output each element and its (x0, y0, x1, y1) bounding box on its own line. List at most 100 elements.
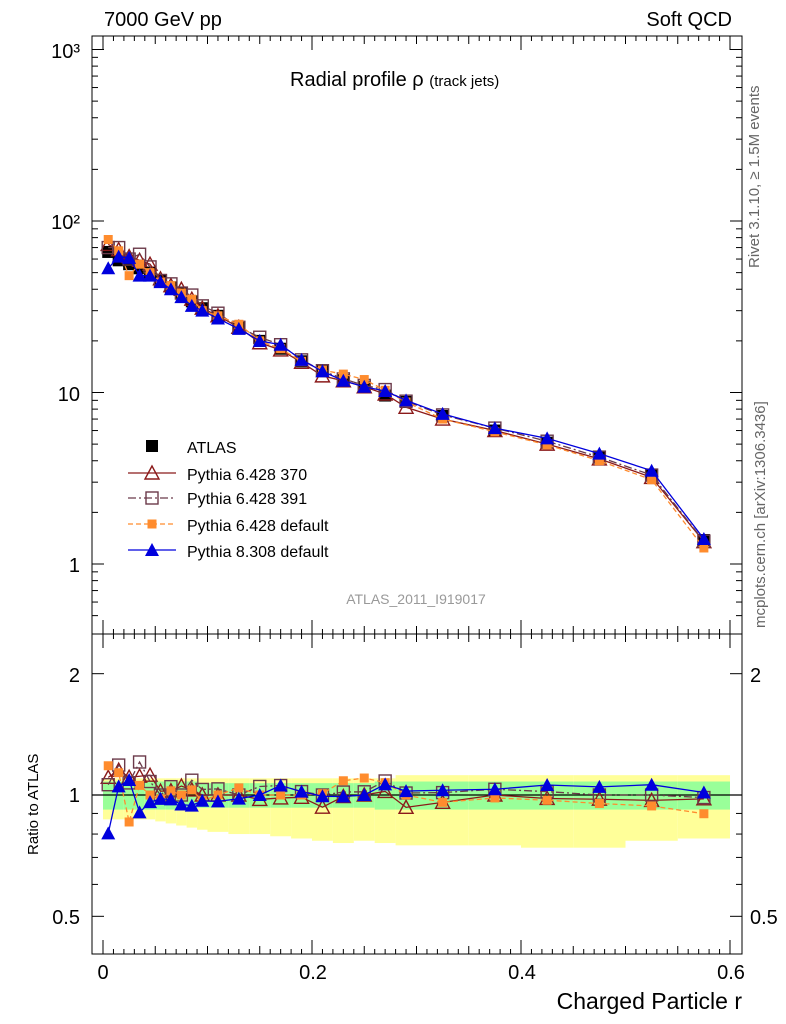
data-point (294, 352, 309, 366)
ratio-point (315, 789, 330, 803)
ratio-point (103, 761, 113, 771)
legend-symbol (145, 543, 159, 556)
ratio-point (252, 788, 267, 801)
data-point (594, 456, 604, 466)
ratio-point (314, 798, 331, 814)
ratio-point (397, 798, 415, 815)
x-tick-label-0.4: 0.4 (508, 962, 536, 984)
ratio-y-tick-label-2: 2 (69, 665, 80, 687)
legend-entry-pythia6-default: Pythia 6.428 default (128, 518, 329, 535)
legend-entry-atlas: ATLAS (146, 440, 237, 457)
ratio-line (107, 760, 704, 799)
ratio-point (359, 773, 369, 783)
x-tick-label-0: 0 (97, 962, 108, 984)
ratio-point (644, 777, 659, 791)
axes-ticks (92, 36, 742, 954)
data-point (647, 475, 657, 485)
ratio-point (378, 777, 393, 791)
ratio-point (101, 826, 116, 840)
x-tick-label-0.6: 0.6 (717, 962, 745, 984)
ratio-point (132, 805, 147, 819)
header-energy-label: 7000 GeV pp (104, 9, 222, 31)
legend-symbol (143, 464, 161, 480)
data-point (143, 268, 158, 282)
data-point (111, 249, 126, 263)
legend-entry-pythia8-default: Pythia 8.308 default (128, 543, 329, 561)
legend-label-pythia6-default: Pythia 6.428 default (187, 518, 329, 535)
legend-symbol (146, 440, 158, 452)
data-point (542, 440, 552, 450)
data-point (102, 245, 115, 258)
ratio-point (357, 788, 372, 801)
ratio-point (195, 793, 210, 807)
ratio-y-tick-label-0.5: 0.5 (52, 907, 80, 929)
main-y-tick-label-1: 1 (69, 555, 80, 577)
data-point (644, 463, 659, 477)
ratio-point (153, 791, 168, 805)
data-point (336, 373, 351, 387)
data-point (184, 298, 199, 312)
legend-entry-pythia6-391: Pythia 6.428 391 (128, 491, 307, 508)
data-point (195, 303, 210, 317)
ratio-point (696, 785, 711, 799)
ratio-series-group (100, 755, 713, 840)
ratio-point (176, 790, 186, 800)
ratio-point (487, 782, 502, 796)
ratio-y-axis-label: Ratio to ATLAS (25, 754, 42, 855)
ratio-point (231, 791, 246, 805)
legend-symbol (145, 491, 159, 505)
data-point (487, 421, 502, 435)
ratio-point (490, 793, 500, 803)
ratio-y-tick-label-1: 1 (69, 785, 80, 807)
data-point (135, 259, 145, 269)
data-point (124, 271, 134, 281)
ratio-point (594, 799, 604, 809)
legend-label-pythia6-391: Pythia 6.428 391 (187, 491, 307, 508)
data-point (132, 268, 147, 282)
ratio-point (273, 778, 288, 792)
x-axis-label: Charged Particle r (557, 988, 743, 1014)
ratio-point (166, 786, 176, 796)
data-point (359, 375, 369, 385)
ratio-line (107, 765, 704, 823)
data-point (378, 384, 393, 398)
legend-marker-atlas (146, 440, 158, 452)
ratio-line (107, 769, 704, 809)
ratio-point (435, 783, 450, 797)
ratio-point (135, 780, 145, 790)
ratio-point (399, 784, 414, 798)
ratio-point (114, 768, 124, 778)
analysis-id-label: ATLAS_2011_I919017 (346, 591, 486, 607)
ratio-point (592, 779, 607, 793)
legend-entry-pythia6-370: Pythia 6.428 370 (128, 464, 307, 484)
ratio-point (276, 790, 286, 800)
ratio-point (184, 798, 199, 812)
ratio-point (210, 794, 225, 808)
ratio-point (336, 789, 351, 803)
data-point (592, 446, 607, 460)
ratio-y-tick-label-right-2: 2 (750, 665, 761, 687)
chart-title: Radial profile ρ (track jets) (290, 69, 499, 91)
ratio-point (122, 773, 137, 787)
ratio-point (294, 784, 309, 798)
data-point (315, 364, 330, 378)
legend-marker-pythia6-370 (128, 464, 176, 480)
data-point (103, 235, 113, 245)
legend: ATLAS Pythia 6.428 370 Pythia 6.428 391 … (128, 440, 329, 561)
data-point (273, 337, 288, 351)
data-point (696, 531, 711, 545)
ratio-point (438, 797, 448, 807)
ratio-point (540, 777, 555, 791)
ratio-point (647, 801, 657, 811)
data-point (252, 333, 267, 347)
legend-label-atlas: ATLAS (187, 440, 237, 457)
data-point (174, 290, 189, 304)
chart-title-suffix: (track jets) (429, 73, 499, 90)
data-point (540, 431, 555, 445)
ratio-point (234, 783, 244, 793)
x-tick-label-0.2: 0.2 (299, 962, 327, 984)
data-point (153, 275, 168, 289)
ratio-point (163, 792, 178, 806)
ratio-point (699, 809, 709, 819)
